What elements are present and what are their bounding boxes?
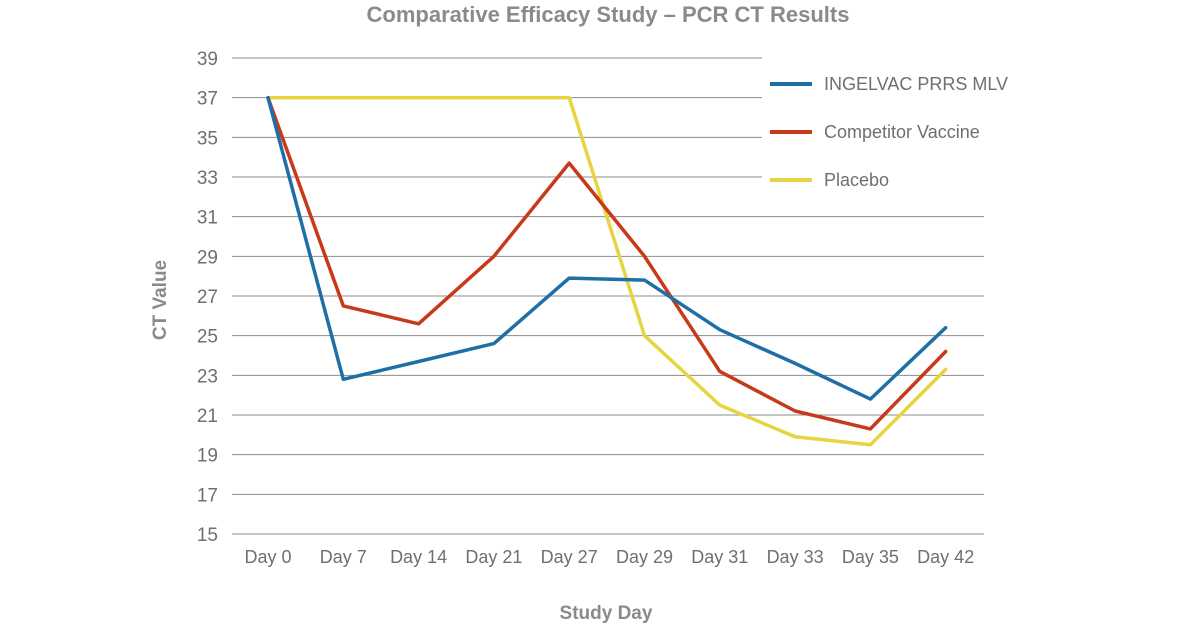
x-tick-label: Day 31 (691, 547, 748, 567)
x-tick-label: Day 29 (616, 547, 673, 567)
y-tick-label: 17 (197, 485, 218, 506)
x-tick-label: Day 14 (390, 547, 447, 567)
legend-label-competitor-vaccine: Competitor Vaccine (824, 122, 980, 142)
y-tick-label: 25 (197, 327, 218, 348)
x-axis-ticks: Day 0 Day 7 Day 14 Day 21 Day 27 Day 29 Day 31… (244, 547, 974, 567)
x-tick-label: Day 27 (541, 547, 598, 567)
y-tick-label: 19 (197, 446, 218, 467)
x-tick-label: Day 42 (917, 547, 974, 567)
x-tick-label: Day 0 (244, 547, 291, 567)
y-tick-label: 21 (197, 406, 218, 427)
chart-title: Comparative Efficacy Study – PCR CT Resu… (367, 2, 850, 27)
legend-label-placebo: Placebo (824, 170, 889, 190)
x-tick-label: Day 35 (842, 547, 899, 567)
y-tick-label: 37 (197, 89, 218, 110)
y-tick-label: 15 (197, 525, 218, 546)
y-tick-label: 23 (197, 366, 218, 387)
x-tick-label: Day 7 (320, 547, 367, 567)
x-tick-label: Day 21 (465, 547, 522, 567)
y-tick-label: 27 (197, 287, 218, 308)
y-tick-label: 35 (197, 128, 218, 149)
y-tick-label: 39 (197, 49, 218, 70)
y-axis-ticks: 15 17 19 21 23 25 27 29 31 33 35 37 39 (197, 49, 218, 546)
series-line-ingelvac-prrs-mlv (266, 95, 948, 401)
series-line-placebo (266, 95, 948, 447)
series-lines (266, 95, 948, 447)
series-line-competitor-vaccine (266, 95, 948, 431)
legend: INGELVAC PRRS MLV Competitor Vaccine Place… (770, 74, 1008, 190)
legend-label-ingelvac-prrs-mlv: INGELVAC PRRS MLV (824, 74, 1008, 94)
x-tick-label: Day 33 (767, 547, 824, 567)
y-axis-label: CT Value (150, 260, 171, 340)
y-tick-label: 29 (197, 247, 218, 268)
y-tick-label: 33 (197, 168, 218, 189)
x-axis-label: Study Day (560, 603, 653, 624)
y-tick-label: 31 (197, 208, 218, 229)
